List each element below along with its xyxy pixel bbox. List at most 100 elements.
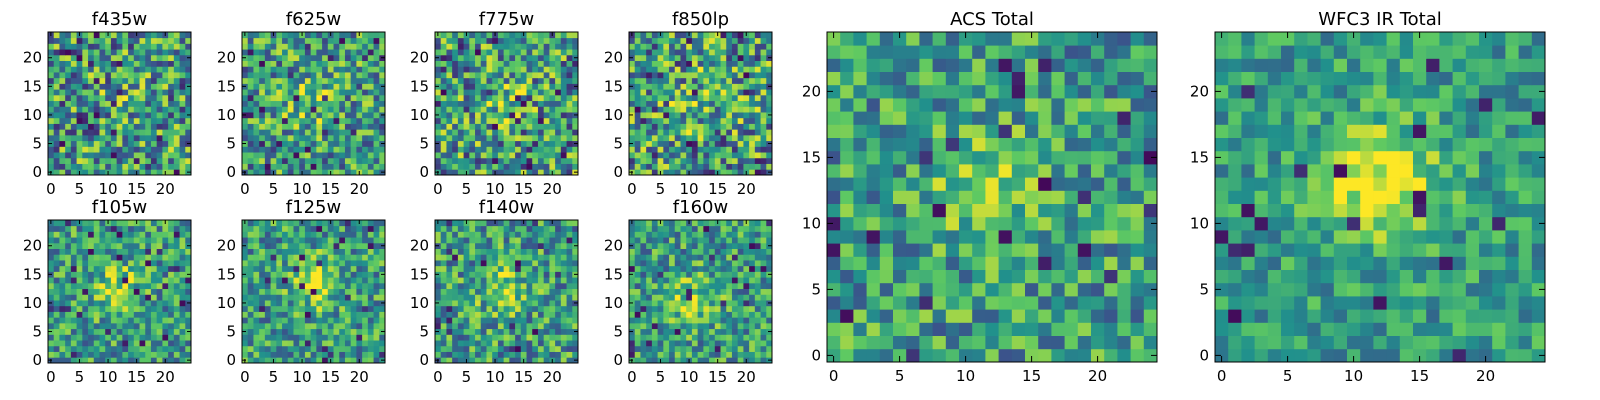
heatmap-cell <box>720 322 727 330</box>
heatmap-cell <box>304 225 312 232</box>
heatmap-cell <box>651 152 658 159</box>
heatmap-cell <box>543 248 550 255</box>
heatmap-cell <box>560 89 567 96</box>
heatmap-cell <box>88 282 95 290</box>
heatmap-cell <box>59 340 66 347</box>
heatmap-cell <box>486 334 493 341</box>
heatmap-cell <box>304 311 312 318</box>
heatmap-cell <box>760 66 767 73</box>
heatmap-cell <box>674 334 681 341</box>
heatmap-cell <box>339 32 346 39</box>
heatmap-cell <box>327 294 334 301</box>
heatmap-cell <box>88 169 95 176</box>
heatmap-cell <box>139 66 146 73</box>
heatmap-cell <box>299 112 306 119</box>
heatmap-cell <box>339 72 346 79</box>
heatmap-cell <box>452 146 459 153</box>
heatmap-cell <box>99 94 106 102</box>
heatmap-cell <box>293 60 300 67</box>
heatmap-cell <box>150 317 158 324</box>
heatmap-cell <box>82 89 89 96</box>
heatmap-cell <box>259 134 266 142</box>
heatmap-cell <box>282 123 289 130</box>
heatmap-cell <box>743 334 750 341</box>
heatmap-cell <box>99 163 106 170</box>
heatmap-cell <box>657 288 664 295</box>
heatmap-cell <box>457 60 464 67</box>
heatmap-cell <box>133 146 140 153</box>
heatmap-cell <box>737 117 744 124</box>
heatmap-cell <box>475 117 482 124</box>
heatmap-cell <box>497 152 505 159</box>
heatmap-cell <box>65 237 72 244</box>
heatmap-cell <box>469 43 476 50</box>
heatmap-cell <box>503 77 510 84</box>
heatmap-cell <box>543 100 550 107</box>
heatmap-cell <box>316 77 323 84</box>
heatmap-cell <box>572 345 579 352</box>
heatmap-cell <box>497 157 505 164</box>
heatmap-cell <box>65 271 72 278</box>
heatmap-cell <box>242 248 249 255</box>
heatmap-cell <box>480 169 487 176</box>
heatmap-cell <box>566 265 573 272</box>
heatmap-cell <box>646 54 653 61</box>
heatmap-cell <box>515 146 522 153</box>
heatmap-cell <box>492 305 499 312</box>
heatmap-cell <box>327 94 334 102</box>
heatmap-cell <box>310 140 317 147</box>
heatmap-cell <box>674 72 681 79</box>
heatmap-cell <box>731 345 739 352</box>
heatmap-cell <box>703 345 710 352</box>
heatmap-cell <box>333 77 340 84</box>
heatmap-cell <box>344 66 352 73</box>
heatmap-cell <box>242 163 249 170</box>
heatmap-cell <box>48 77 55 84</box>
heatmap-cell <box>70 140 77 147</box>
heatmap-cell <box>110 43 118 50</box>
heatmap-cell <box>703 322 710 330</box>
heatmap-cell <box>435 94 442 102</box>
heatmap-cell <box>82 54 89 61</box>
heatmap-cell <box>537 288 545 295</box>
heatmap-cell <box>497 311 505 318</box>
heatmap-cell <box>526 322 533 330</box>
heatmap-cell <box>356 163 363 170</box>
heatmap-cell <box>179 231 186 238</box>
heatmap-cell <box>532 112 539 119</box>
heatmap-cell <box>537 94 545 102</box>
heatmap-cell <box>634 294 641 301</box>
heatmap-cell <box>76 157 83 164</box>
heatmap-cell <box>509 72 516 79</box>
heatmap-cell <box>242 117 249 124</box>
heatmap-cell <box>122 225 129 232</box>
heatmap-cell <box>572 237 579 244</box>
heatmap-cell <box>766 117 773 124</box>
heatmap-cell <box>293 305 300 312</box>
heatmap-cell <box>463 112 470 119</box>
heatmap-cell <box>709 43 716 50</box>
heatmap-cell <box>264 37 271 44</box>
heatmap-cell <box>452 37 459 44</box>
heatmap-cell <box>128 288 135 295</box>
heatmap-cell <box>299 134 306 142</box>
heatmap-cell <box>663 322 670 330</box>
heatmap-cell <box>549 254 556 261</box>
heatmap-cell <box>766 123 773 130</box>
heatmap-cell <box>749 163 756 170</box>
heatmap-cell <box>492 288 499 295</box>
heatmap-cell <box>264 32 271 39</box>
heatmap-cell <box>760 129 767 136</box>
heatmap-cell <box>327 66 334 73</box>
heatmap-cell <box>566 169 573 176</box>
y-tick-label: 15 <box>23 265 42 283</box>
heatmap-cell <box>435 265 442 272</box>
heatmap-cell <box>259 231 266 238</box>
heatmap-cell <box>139 169 146 176</box>
heatmap-cell <box>133 300 140 307</box>
heatmap-cell <box>327 300 334 307</box>
heatmap-cell <box>731 340 739 347</box>
heatmap-cell <box>122 77 129 84</box>
heatmap-cell <box>293 328 300 335</box>
heatmap-cell <box>264 248 271 255</box>
